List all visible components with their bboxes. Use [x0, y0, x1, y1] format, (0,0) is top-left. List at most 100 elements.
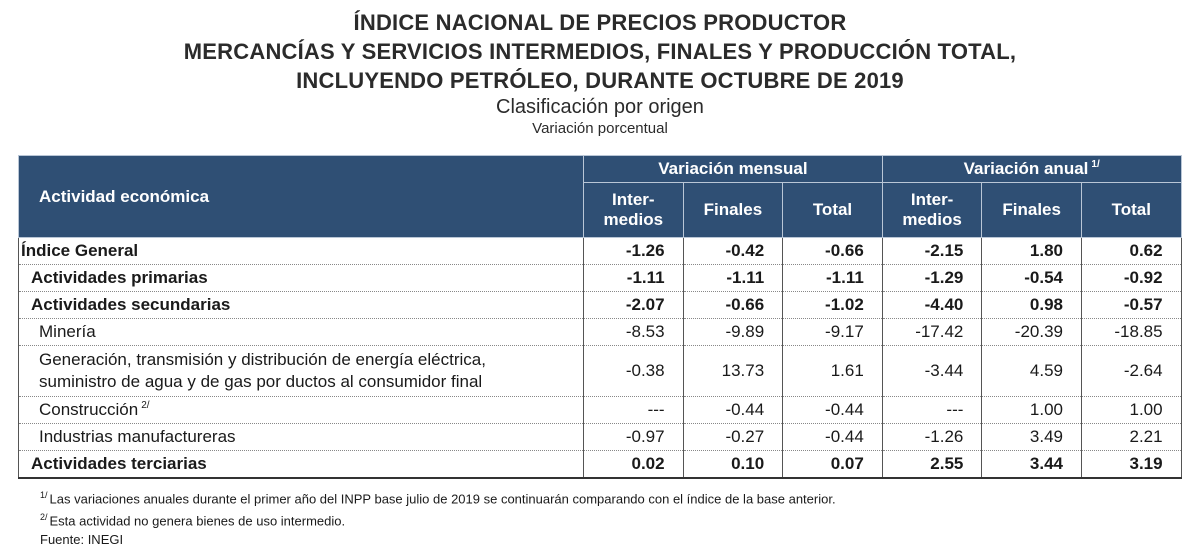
row-label: Generación, transmisión y distribución d…: [18, 345, 584, 397]
row-label: Minería: [18, 318, 584, 346]
cell-value: 1.00: [1080, 396, 1182, 424]
row-label-line-1: Generación, transmisión y distribución d…: [39, 350, 486, 369]
source-note: Fuente: INEGI: [40, 531, 124, 547]
subtitle-units: Variación porcentual: [532, 120, 668, 137]
cell-value: 3.49: [981, 423, 1082, 451]
row-label: Actividades terciarias: [18, 450, 584, 479]
row-label: Construcción 2/: [18, 396, 584, 424]
table-row: Industrias manufactureras -0.97 -0.27 -0…: [18, 423, 1182, 451]
cell-value: -1.11: [583, 264, 684, 292]
title-line-1: ÍNDICE NACIONAL DE PRECIOS PRODUCTOR: [353, 10, 847, 35]
cell-value: -1.02: [782, 291, 883, 319]
title-line-2: MERCANCÍAS Y SERVICIOS INTERMEDIOS, FINA…: [183, 39, 1017, 64]
cell-value: -0.54: [981, 264, 1082, 292]
cell-value: 2.21: [1080, 423, 1182, 451]
cell-value: -20.39: [981, 318, 1082, 346]
cell-value: 0.02: [583, 450, 684, 479]
footnote-ref-2: 2/: [141, 400, 150, 412]
table-row: Generación, transmisión y distribución d…: [18, 345, 1182, 397]
cell-value: 0.10: [682, 450, 784, 479]
table-header: Actividad económica Variación mensual Va…: [18, 155, 1182, 238]
footnote-ref-1: 1/: [1091, 159, 1100, 171]
cell-value: -2.15: [881, 237, 983, 265]
table-row: Actividades terciarias 0.02 0.10 0.07 2.…: [18, 450, 1182, 479]
cell-value: 13.73: [682, 345, 784, 397]
header-total-monthly: Total: [782, 182, 883, 238]
footnote-1-text: Las variaciones anuales durante el prime…: [49, 491, 836, 507]
cell-value: -8.53: [583, 318, 684, 346]
header-finales-monthly: Finales: [682, 182, 784, 238]
cell-value: -0.66: [782, 237, 883, 265]
table-row: Actividades primarias -1.11 -1.11 -1.11 …: [18, 264, 1182, 292]
table-row: Minería -8.53 -9.89 -9.17 -17.42 -20.39 …: [18, 318, 1182, 346]
row-label: Industrias manufactureras: [18, 423, 584, 451]
row-label: Actividades primarias: [18, 264, 584, 292]
table-body: Índice General -1.26 -0.42 -0.66 -2.15 1…: [18, 237, 1182, 479]
cell-value: -0.44: [682, 396, 784, 424]
title-line-3: INCLUYENDO PETRÓLEO, DURANTE OCTUBRE DE …: [296, 68, 904, 93]
cell-value: -1.29: [881, 264, 983, 292]
cell-value: ---: [881, 396, 983, 424]
footnotes: 1/Las variaciones anuales durante el pri…: [40, 486, 836, 549]
cell-value: 3.44: [981, 450, 1082, 479]
cell-value: -3.44: [881, 345, 983, 397]
footnote-2: 2/Esta actividad no genera bienes de uso…: [40, 508, 836, 530]
cell-value: -0.97: [583, 423, 684, 451]
cell-value: 4.59: [981, 345, 1082, 397]
header-group-annual-label: Variación anual: [963, 159, 1089, 178]
cell-value: 3.19: [1080, 450, 1182, 479]
cell-value: -1.26: [583, 237, 684, 265]
cell-value: 1.61: [782, 345, 883, 397]
cell-value: -9.17: [782, 318, 883, 346]
header-activity: Actividad económica: [18, 155, 584, 238]
row-label: Actividades secundarias: [18, 291, 584, 319]
header-group-annual: Variación anual 1/: [881, 155, 1182, 183]
header-inter-line-2: medios: [603, 210, 664, 229]
cell-value: -0.44: [782, 423, 883, 451]
cell-value: ---: [583, 396, 684, 424]
header-inter-line-1: Inter-: [612, 190, 655, 209]
footnote-2-mark: 2/: [40, 512, 48, 523]
cell-value: 2.55: [881, 450, 983, 479]
cell-value: -1.26: [881, 423, 983, 451]
table-row: Actividades secundarias -2.07 -0.66 -1.0…: [18, 291, 1182, 319]
footnote-1: 1/Las variaciones anuales durante el pri…: [40, 486, 836, 508]
cell-value: -9.89: [682, 318, 784, 346]
cell-value: 0.07: [782, 450, 883, 479]
header-inter-line-1: Inter-: [910, 190, 954, 209]
cell-value: -4.40: [881, 291, 983, 319]
cell-value: 1.80: [981, 237, 1082, 265]
cell-value: -0.38: [583, 345, 684, 397]
title-block: ÍNDICE NACIONAL DE PRECIOS PRODUCTOR MER…: [0, 8, 1200, 138]
cell-value: 1.00: [981, 396, 1082, 424]
header-intermedios-monthly: Inter-medios: [583, 182, 684, 238]
subtitle: Clasificación por origen: [496, 96, 704, 118]
header-finales-annual: Finales: [981, 182, 1082, 238]
header-total-annual: Total: [1080, 182, 1182, 238]
cell-value: -18.85: [1080, 318, 1182, 346]
cell-value: 0.62: [1080, 237, 1182, 265]
cell-value: -0.44: [782, 396, 883, 424]
row-label-text: Construcción: [39, 400, 139, 419]
header-inter-line-2: medios: [902, 210, 962, 229]
table-row: Construcción 2/ --- -0.44 -0.44 --- 1.00 …: [18, 396, 1182, 424]
table-row: Índice General -1.26 -0.42 -0.66 -2.15 1…: [18, 237, 1182, 265]
cell-value: -0.27: [682, 423, 784, 451]
footnote-2-text: Esta actividad no genera bienes de uso i…: [49, 513, 346, 529]
cell-value: -1.11: [782, 264, 883, 292]
row-label: Índice General: [18, 237, 584, 265]
header-intermedios-annual: Inter-medios: [881, 182, 983, 238]
cell-value: 0.98: [981, 291, 1082, 319]
footnote-1-mark: 1/: [40, 490, 48, 500]
header-group-monthly: Variación mensual: [583, 155, 883, 183]
cell-value: -0.66: [682, 291, 784, 319]
row-label-line-2: suministro de agua y de gas por ductos a…: [39, 372, 483, 391]
cell-value: -17.42: [881, 318, 983, 346]
price-index-table: Actividad económica Variación mensual Va…: [18, 155, 1182, 479]
cell-value: -2.64: [1080, 345, 1182, 397]
cell-value: -2.07: [583, 291, 684, 319]
cell-value: -0.42: [682, 237, 784, 265]
cell-value: -1.11: [682, 264, 784, 292]
cell-value: -0.57: [1080, 291, 1182, 319]
cell-value: -0.92: [1080, 264, 1182, 292]
